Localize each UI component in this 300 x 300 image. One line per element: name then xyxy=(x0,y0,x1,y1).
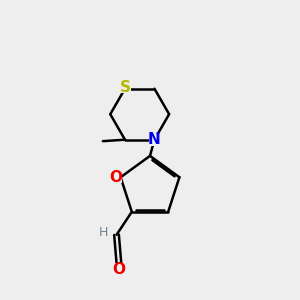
Bar xyxy=(149,134,160,146)
Text: O: O xyxy=(112,262,125,277)
Text: H: H xyxy=(99,226,108,239)
Bar xyxy=(113,263,124,275)
Text: N: N xyxy=(148,132,161,147)
Bar xyxy=(119,81,130,93)
Bar xyxy=(111,171,122,183)
Text: S: S xyxy=(119,80,130,95)
Text: O: O xyxy=(110,170,123,185)
